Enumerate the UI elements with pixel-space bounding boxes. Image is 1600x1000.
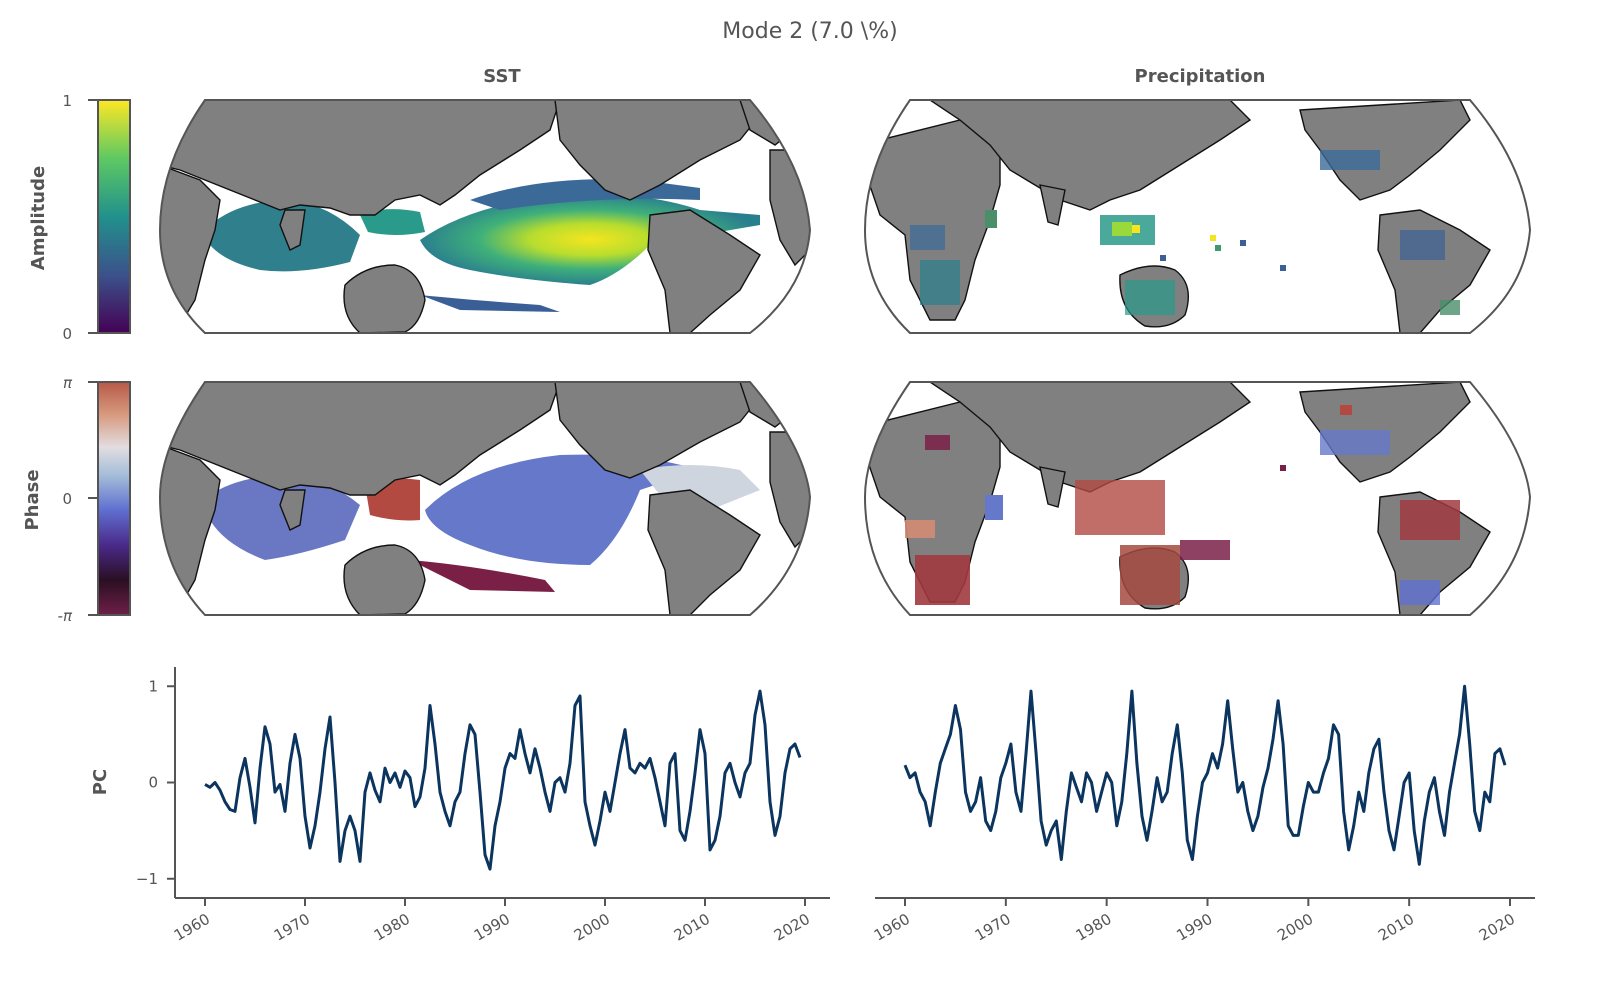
pc-series-line xyxy=(204,689,802,871)
amplitude-colorbar-gradient xyxy=(97,99,131,334)
figure-title: Mode 2 (7.0 \%) xyxy=(722,19,897,44)
x-tick-label: 2000 xyxy=(1274,910,1316,945)
land-india-d xyxy=(1039,466,1066,508)
sst-phase-field-pacific xyxy=(425,454,700,565)
x-tick-label: 1970 xyxy=(972,910,1014,945)
land-south-america-a xyxy=(647,209,761,333)
land-south-america-c xyxy=(647,489,761,615)
phase-tick-minus-pi: -π xyxy=(58,607,73,625)
sst-amplitude-field-warmpool xyxy=(360,209,425,235)
x-tick-label: 2010 xyxy=(1375,910,1417,945)
pc-series-line xyxy=(903,684,1507,866)
x-tick-label: 2000 xyxy=(571,910,613,945)
y-tick-label: 1 xyxy=(148,677,158,695)
land-africa-a xyxy=(160,163,221,333)
land-india-c xyxy=(279,489,306,531)
x-tick-label: 1960 xyxy=(871,910,913,945)
x-tick-label: 1980 xyxy=(371,910,413,945)
x-tick-label: 2020 xyxy=(771,910,813,945)
x-tick-label: 2010 xyxy=(671,910,713,945)
land-india-b xyxy=(1039,184,1066,226)
pc-ylabel: PC xyxy=(90,769,111,795)
x-tick-label: 1970 xyxy=(271,910,313,945)
pc-chart-sst: PC 1960 1970 1980 1990 2000 2010 2020 1 0 −1 xyxy=(90,667,830,945)
phase-tick-pi: π xyxy=(63,374,73,392)
amplitude-label: Amplitude xyxy=(28,166,49,270)
x-tick-label: 1990 xyxy=(1173,910,1215,945)
x-tick-label: 1960 xyxy=(171,910,213,945)
land-north-america-b xyxy=(1299,100,1471,201)
map-sst-amplitude xyxy=(158,99,812,334)
phase-colorbar-gradient xyxy=(97,381,131,616)
column-title-sst: SST xyxy=(483,66,521,87)
amplitude-tick-1: 1 xyxy=(62,92,72,110)
phase-colorbar: π 0 -π Phase xyxy=(22,374,131,625)
land-india-a xyxy=(279,209,306,251)
land-australia-c xyxy=(343,544,426,615)
land-eurasia-a xyxy=(160,100,561,216)
land-eurasia-b xyxy=(927,100,1252,211)
y-tick-label: −1 xyxy=(136,870,158,888)
x-tick-label: 1980 xyxy=(1073,910,1115,945)
sst-phase-field-east xyxy=(640,465,760,510)
x-tick-label: 1990 xyxy=(471,910,513,945)
land-eurasia-c xyxy=(160,382,561,496)
map-precipitation-phase xyxy=(863,381,1532,616)
sst-amplitude-field-southwest xyxy=(420,295,560,312)
precip-amplitude-patches xyxy=(910,150,1460,315)
map-precipitation-amplitude xyxy=(863,99,1532,334)
pc-chart-precipitation: 1960 1970 1980 1990 2000 2010 2020 xyxy=(871,684,1535,945)
x-tick-label: 2020 xyxy=(1476,910,1518,945)
sst-phase-field-southwest xyxy=(410,560,555,592)
map-sst-phase xyxy=(158,381,812,616)
column-title-precipitation: Precipitation xyxy=(1135,66,1266,87)
amplitude-tick-0: 0 xyxy=(62,325,72,343)
phase-tick-zero: 0 xyxy=(62,490,72,508)
amplitude-colorbar: 1 0 Amplitude xyxy=(28,92,131,343)
phase-label: Phase xyxy=(22,469,43,530)
y-tick-label: 0 xyxy=(148,774,158,792)
precip-phase-patches xyxy=(905,405,1460,605)
land-australia-a xyxy=(343,264,426,333)
